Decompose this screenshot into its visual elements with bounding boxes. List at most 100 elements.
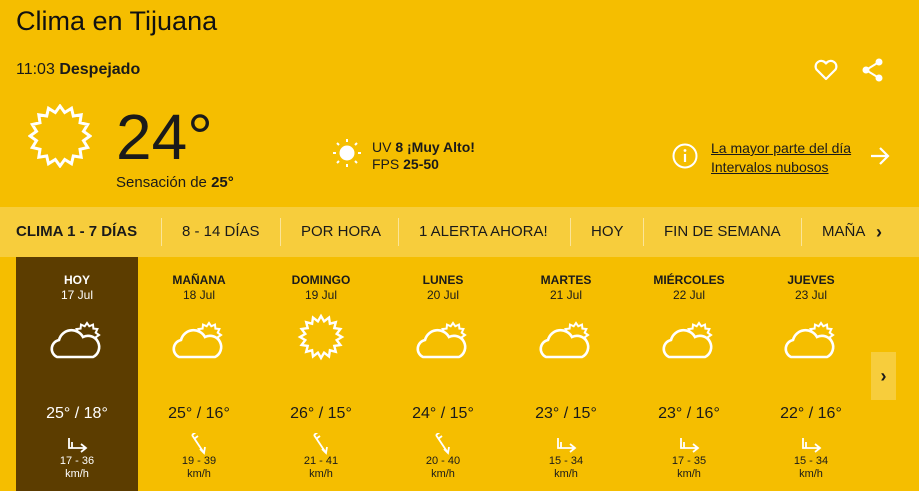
wind-range: 15 - 34	[548, 455, 584, 467]
day-column[interactable]: MARTES 21 Jul 23° / 15° 15 - 34 km/h	[505, 257, 627, 491]
wind-speed: 17 - 36 km/h	[16, 455, 138, 481]
day-date: 17 Jul	[60, 288, 94, 302]
tab-por-hora[interactable]: POR HORA	[301, 223, 382, 240]
day-date: 22 Jul	[672, 288, 706, 302]
wind-speed: 17 - 35 km/h	[628, 455, 750, 481]
divider	[570, 218, 571, 246]
divider	[161, 218, 162, 246]
tab-hoy[interactable]: HOY	[591, 223, 624, 240]
fps-label: FPS	[372, 156, 400, 172]
day-name: DOMINGO	[291, 273, 351, 287]
partly-cloudy-icon	[413, 313, 473, 363]
wind-speed: 15 - 34 km/h	[505, 455, 627, 481]
day-date: 20 Jul	[426, 288, 460, 302]
feels-value: 25°	[211, 174, 234, 191]
wind-speed: 21 - 41 km/h	[260, 455, 382, 481]
day-temperature: 24° / 15°	[412, 405, 474, 422]
day-name: MARTES	[540, 273, 592, 287]
day-temperature: 25° / 18°	[46, 405, 108, 422]
tab-clima-1-7[interactable]: CLIMA 1 - 7 DÍAS	[16, 223, 138, 240]
divider	[280, 218, 281, 246]
page-title: Clima en Tijuana	[16, 6, 218, 36]
partly-cloudy-icon	[47, 313, 107, 363]
sun-icon	[27, 103, 93, 169]
uv-info: UV 8 ¡Muy Alto! FPS 25-50	[372, 139, 475, 173]
uv-sun-icon	[332, 138, 362, 168]
wind-direction-icon	[428, 431, 458, 455]
current-time: 11:03	[16, 61, 55, 78]
wind-direction-icon	[184, 431, 214, 455]
tabs-next-chevron-icon[interactable]: ›	[876, 222, 882, 242]
day-date: 19 Jul	[304, 288, 338, 302]
day-column[interactable]: MAÑANA 18 Jul 25° / 16° 19 - 39 km/h	[138, 257, 260, 491]
wind-unit: km/h	[554, 468, 578, 480]
days-next-chevron-icon[interactable]: ›	[871, 352, 896, 400]
wind-unit: km/h	[431, 468, 455, 480]
wind-unit: km/h	[677, 468, 701, 480]
wind-range: 17 - 36	[59, 455, 95, 467]
forecast-tabs: CLIMA 1 - 7 DÍAS 8 - 14 DÍAS POR HORA 1 …	[0, 207, 919, 257]
current-time-condition: 11:03 Despejado	[16, 61, 140, 79]
day-column[interactable]: DOMINGO 19 Jul 26° / 15° 21 - 41 km/h	[260, 257, 382, 491]
divider	[398, 218, 399, 246]
wind-unit: km/h	[799, 468, 823, 480]
wind-unit: km/h	[187, 468, 211, 480]
wind-direction-icon	[62, 433, 92, 455]
wind-speed: 20 - 40 km/h	[382, 455, 504, 481]
partly-cloudy-icon	[536, 313, 596, 363]
partly-cloudy-icon	[169, 313, 229, 363]
day-temperature: 22° / 16°	[780, 405, 842, 422]
day-name: MAÑANA	[172, 273, 226, 287]
day-name: HOY	[63, 273, 90, 287]
day-name: LUNES	[422, 273, 464, 287]
share-icon[interactable]	[859, 56, 887, 84]
day-name: JUEVES	[787, 273, 835, 287]
day-temperature: 25° / 16°	[168, 405, 230, 422]
day-date: 23 Jul	[794, 288, 828, 302]
wind-speed: 19 - 39 km/h	[138, 455, 260, 481]
day-date: 18 Jul	[182, 288, 216, 302]
day-temperature: 23° / 15°	[535, 405, 597, 422]
divider	[643, 218, 644, 246]
day-column[interactable]: HOY 17 Jul 25° / 18° 17 - 36 km/h	[16, 257, 138, 491]
partly-cloudy-icon	[659, 313, 719, 363]
day-name: MIÉRCOLES	[653, 273, 725, 287]
wind-unit: km/h	[65, 468, 89, 480]
wind-direction-icon	[796, 433, 826, 455]
day-temperature: 26° / 15°	[290, 405, 352, 422]
wind-direction-icon	[551, 433, 581, 455]
wind-unit: km/h	[309, 468, 333, 480]
partly-cloudy-icon	[781, 313, 841, 363]
wind-range: 15 - 34	[793, 455, 829, 467]
day-temperature: 23° / 16°	[658, 405, 720, 422]
wind-range: 19 - 39	[181, 455, 217, 467]
summary-line2[interactable]: Intervalos nubosos	[711, 159, 829, 175]
divider	[801, 218, 802, 246]
feels-label: Sensación de	[116, 174, 207, 191]
tab-manana[interactable]: MAÑANA	[822, 223, 866, 240]
daily-forecast: HOY 17 Jul 25° / 18° 17 - 36 km/h MAÑANA 1…	[0, 257, 919, 491]
info-icon	[672, 143, 698, 169]
day-column[interactable]: JUEVES 23 Jul 22° / 16° 15 - 34 km/h	[750, 257, 872, 491]
wind-direction-icon	[306, 431, 336, 455]
summary-line1[interactable]: La mayor parte del día	[711, 140, 852, 156]
wind-range: 17 - 35	[671, 455, 707, 467]
current-temperature: 24°	[116, 101, 213, 173]
day-column[interactable]: LUNES 20 Jul 24° / 15° 20 - 40 km/h	[382, 257, 504, 491]
tab-alerta[interactable]: 1 ALERTA AHORA!	[419, 223, 548, 240]
sunny-icon	[291, 313, 351, 363]
wind-range: 21 - 41	[303, 455, 339, 467]
day-summary-link[interactable]: La mayor parte del día Intervalos nuboso…	[711, 139, 851, 177]
tab-fin-de-semana[interactable]: FIN DE SEMANA	[664, 223, 781, 240]
current-condition: Despejado	[59, 61, 141, 78]
wind-speed: 15 - 34 km/h	[750, 455, 872, 481]
wind-range: 20 - 40	[425, 455, 461, 467]
wind-direction-icon	[674, 433, 704, 455]
day-date: 21 Jul	[549, 288, 583, 302]
day-column[interactable]: MIÉRCOLES 22 Jul 23° / 16° 17 - 35 km/h	[628, 257, 750, 491]
fps-value: 25-50	[403, 156, 439, 172]
arrow-right-icon[interactable]	[868, 144, 892, 168]
tab-8-14[interactable]: 8 - 14 DÍAS	[182, 223, 260, 240]
uv-label: UV	[372, 139, 392, 155]
heart-icon[interactable]	[812, 56, 840, 84]
